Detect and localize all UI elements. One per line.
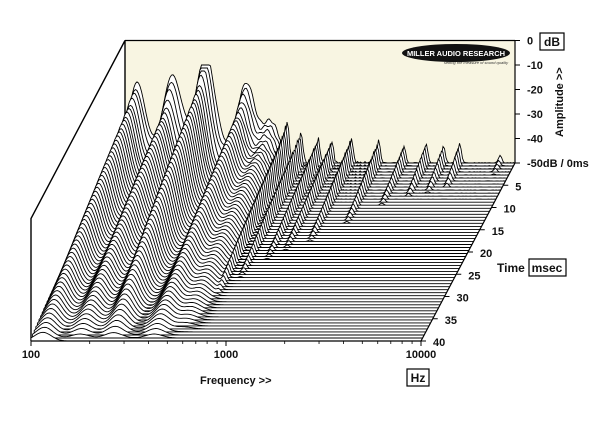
- time-tick-label: 30: [457, 293, 469, 305]
- db-unit-box: [539, 32, 565, 51]
- time-axis-label: Time: [497, 261, 525, 275]
- time-tick-label: 15: [492, 226, 504, 238]
- time-tick-label: 40: [433, 337, 445, 349]
- db-unit-label: dB: [544, 35, 560, 49]
- amplitude-tick-label: -30: [527, 109, 543, 121]
- decay-slice: [32, 326, 423, 339]
- amplitude-tick-label: 0: [527, 36, 533, 48]
- amplitude-tick-label: -40: [527, 134, 543, 146]
- time-tick-label: 25: [468, 270, 480, 282]
- waterfall-slices: [30, 64, 516, 342]
- amplitude-tick-label: -20: [527, 85, 543, 97]
- miller-audio-logo: MILLER AUDIO RESEARCH setting the measur…: [402, 44, 510, 65]
- msec-unit-label: msec: [532, 261, 563, 275]
- frequency-axis: 100 1000 10000: [22, 341, 436, 361]
- amplitude-axis: 0 -10 -20 -30 -40 -50dB / 0ms: [515, 36, 589, 170]
- hz-unit-label: Hz: [411, 371, 426, 385]
- msec-unit-box: [528, 258, 567, 277]
- time-tick-label: 5: [515, 181, 521, 193]
- amplitude-tick-label: -50dB / 0ms: [527, 158, 589, 170]
- time-tick-label: 10: [504, 204, 516, 216]
- time-tick-label: 20: [480, 248, 492, 260]
- frequency-tick-label: 100: [22, 349, 40, 361]
- frequency-tick-label: 1000: [214, 349, 238, 361]
- logo-brand: MILLER AUDIO RESEARCH: [407, 49, 505, 58]
- amplitude-axis-label: Amplitude >>: [554, 67, 566, 137]
- hz-unit-box: [406, 368, 430, 387]
- logo-tagline: setting the measure of sound quality: [444, 60, 509, 65]
- frequency-tick-label: 10000: [406, 349, 437, 361]
- time-tick-label: 35: [445, 315, 457, 327]
- decay-slice: [33, 321, 425, 336]
- amplitude-tick-label: -10: [527, 60, 543, 72]
- frequency-axis-label: Frequency >>: [200, 375, 272, 387]
